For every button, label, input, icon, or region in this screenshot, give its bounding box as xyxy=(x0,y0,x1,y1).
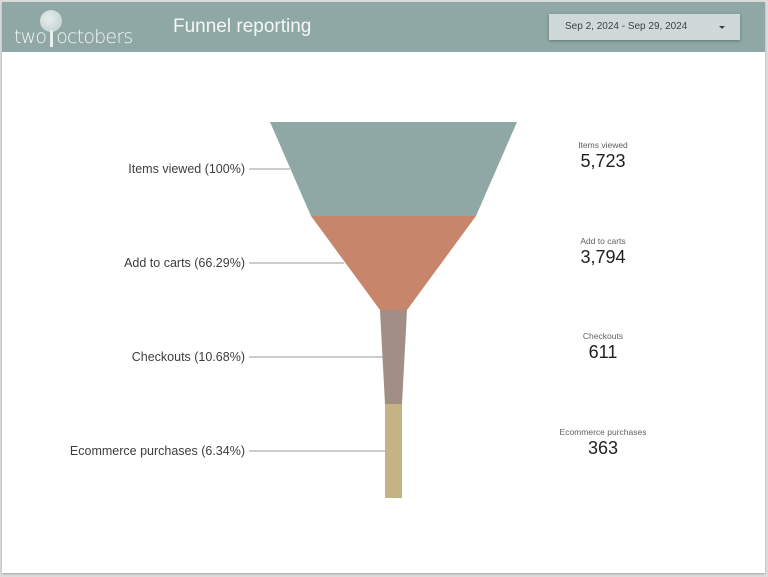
tree-trunk-icon xyxy=(50,30,53,47)
kpi-value: 5,723 xyxy=(580,151,626,171)
stage-label-checkouts: Checkouts (10.68%) xyxy=(131,350,245,364)
stage-label-add-to-carts: Add to carts (66.29%) xyxy=(124,256,245,270)
stage-label-ecommerce-purchases: Ecommerce purchases (6.34%) xyxy=(69,444,245,458)
logo-text-two: two xyxy=(14,26,47,48)
page-title: Funnel reporting xyxy=(173,16,312,37)
date-range-dropdown[interactable]: Sep 2, 2024 - Sep 29, 2024 xyxy=(549,14,740,40)
kpi-items-viewed: Items viewed 5,723 xyxy=(543,140,663,172)
date-range-value: Sep 2, 2024 - Sep 29, 2024 xyxy=(565,21,688,32)
kpi-label: Items viewed xyxy=(578,140,628,150)
caret-down-icon xyxy=(719,26,725,29)
kpi-add-to-carts: Add to carts 3,794 xyxy=(543,236,663,268)
tree-icon xyxy=(40,10,62,32)
kpi-label: Checkouts xyxy=(582,331,624,341)
kpi-value: 611 xyxy=(588,342,618,362)
kpi-label: Add to carts xyxy=(580,236,626,246)
kpi-ecommerce-purchases: Ecommerce purchases 363 xyxy=(543,427,663,459)
report-header: two octobers Funnel reporting Sep 2, 2024… xyxy=(2,2,765,52)
two-octobers-logo: two octobers xyxy=(14,8,134,50)
funnel-segment-items-viewed[interactable] xyxy=(270,122,517,216)
kpi-value: 363 xyxy=(587,438,619,458)
funnel-segment-checkouts[interactable] xyxy=(380,310,407,404)
kpi-value: 3,794 xyxy=(580,247,626,267)
stage-label-items-viewed: Items viewed (100%) xyxy=(128,162,245,176)
funnel-segment-ecommerce-purchases[interactable] xyxy=(385,404,402,498)
kpi-label: Ecommerce purchases xyxy=(559,427,647,437)
kpi-checkouts: Checkouts 611 xyxy=(543,331,663,363)
logo-text: two octobers xyxy=(14,26,133,48)
logo-text-octobers: octobers xyxy=(56,26,133,48)
funnel-segment-add-to-carts[interactable] xyxy=(311,216,476,310)
